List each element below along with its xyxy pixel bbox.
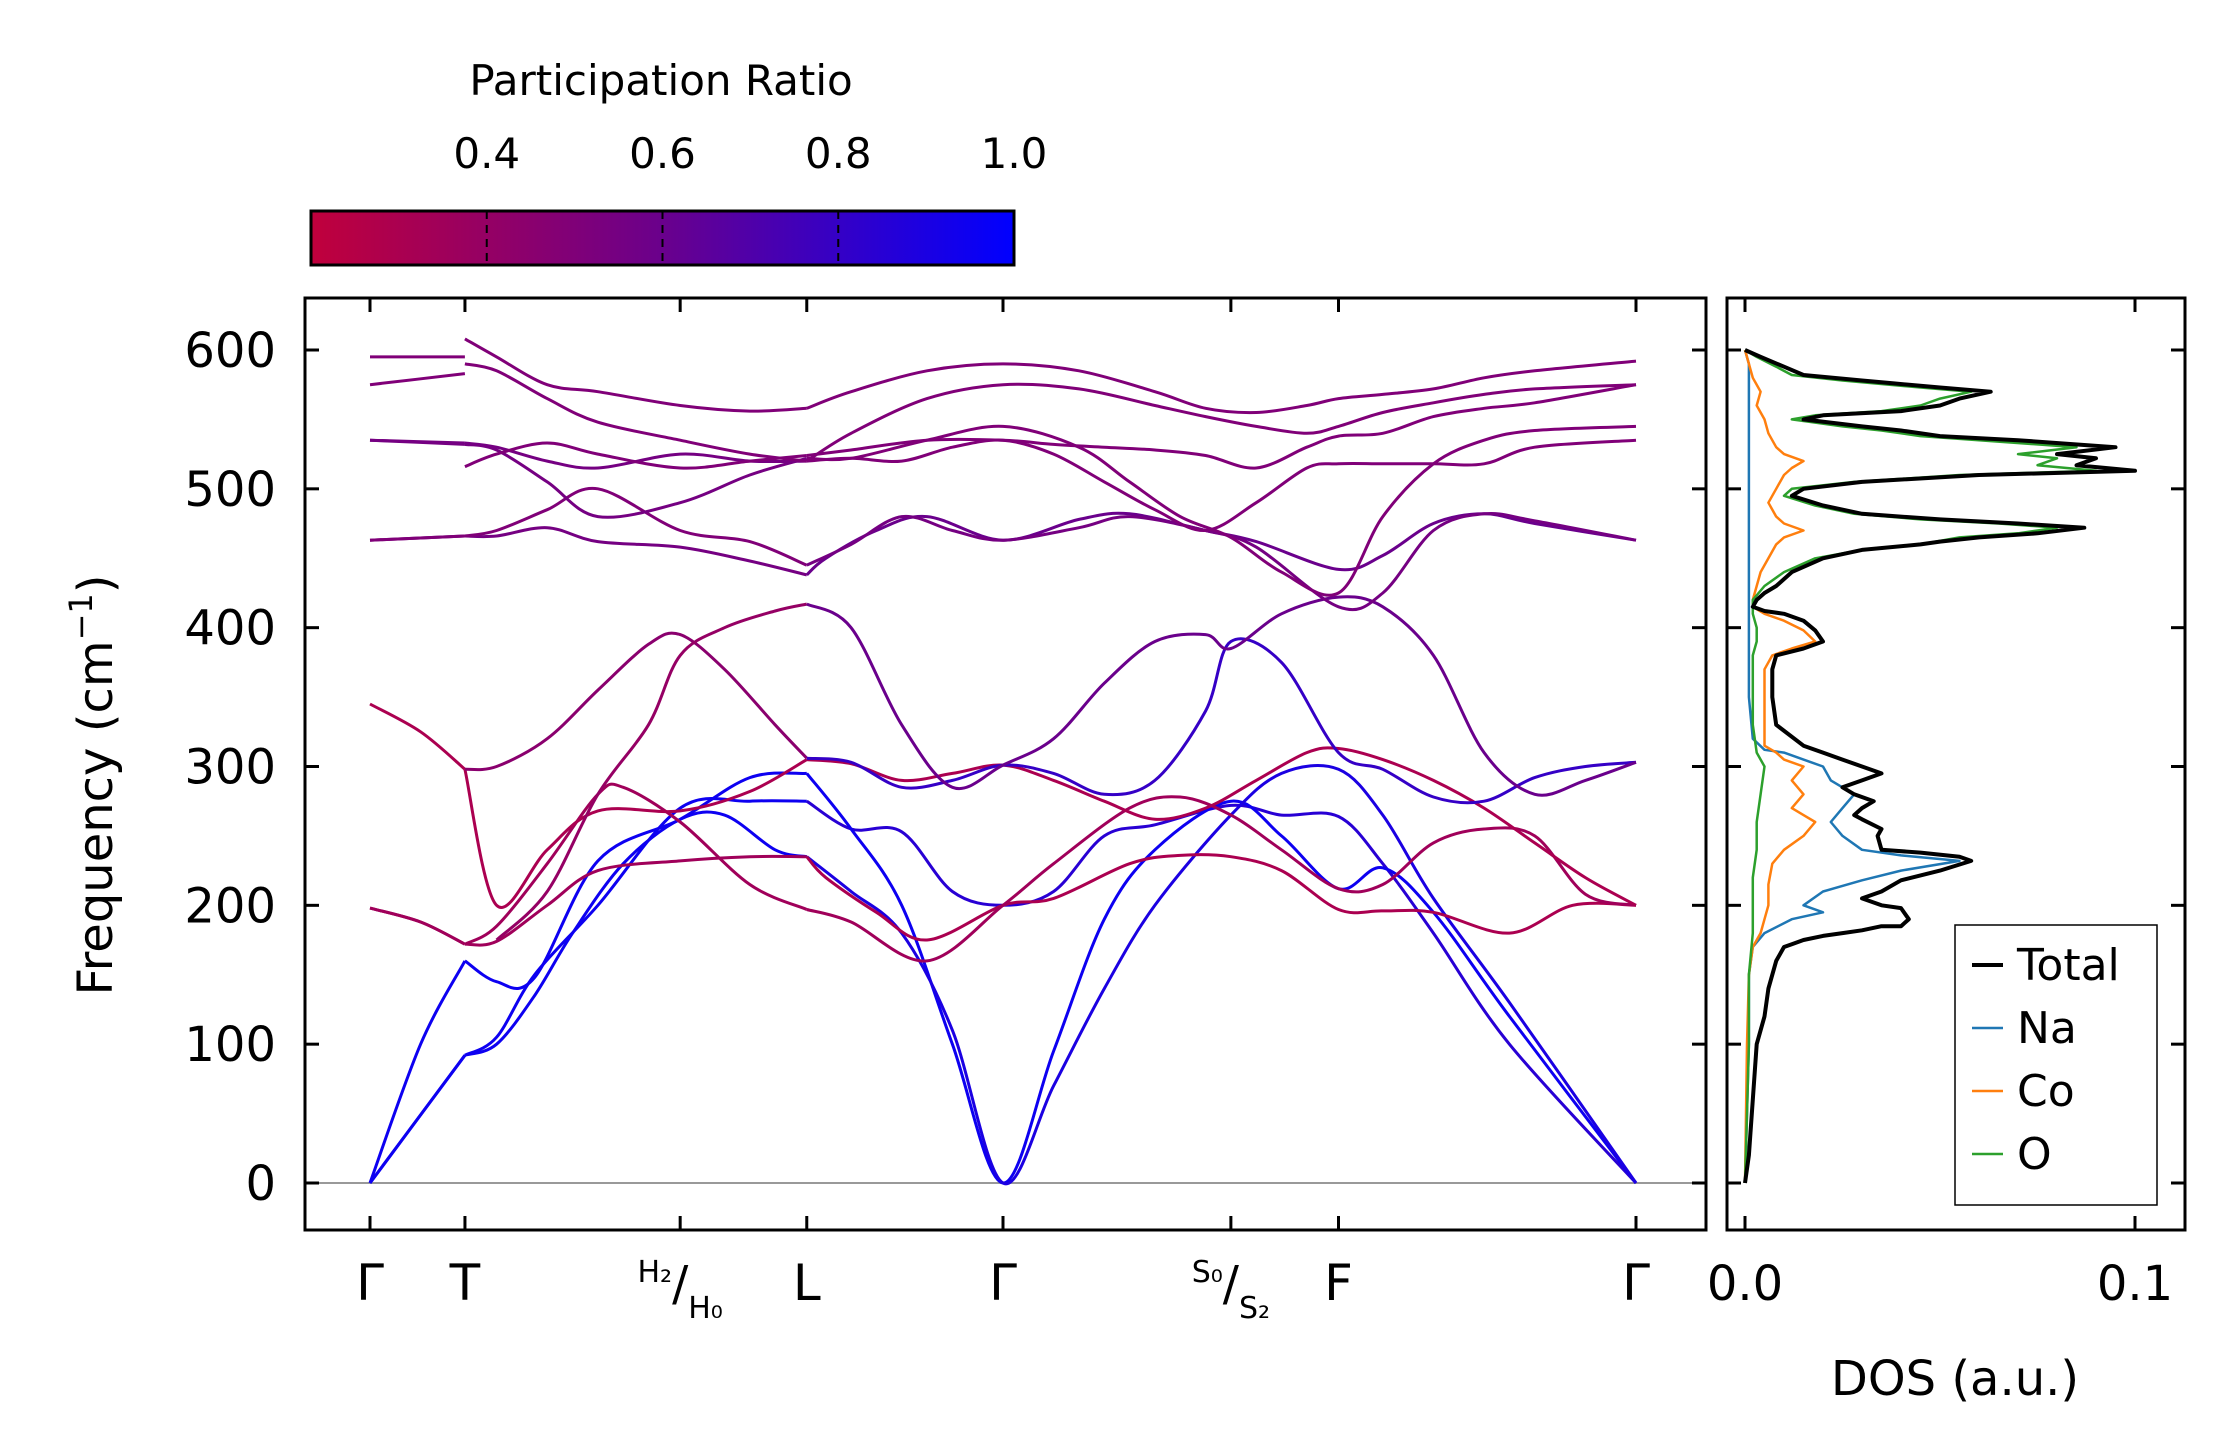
band-acoustic-2-seg2	[805, 772, 1638, 1185]
band-branch-4-seg1	[464, 854, 807, 947]
y-tick-label: 0	[245, 1156, 276, 1212]
band-branch-8-seg2	[806, 595, 1637, 797]
y-axis-label: Frequency (cm−1)	[62, 574, 124, 995]
y-tick-label: 300	[184, 740, 276, 796]
k-label-lower: S₂	[1239, 1291, 1270, 1326]
k-label-slash: /	[1223, 1256, 1240, 1312]
band-acoustic-3-seg1	[464, 810, 808, 1057]
band-branch-6-seg0	[369, 702, 466, 771]
band-optical-6-seg2	[806, 359, 1637, 415]
band-optical-3-seg1	[464, 442, 808, 519]
dos-panel: 0.0 0.1 DOS (a.u.) Total Na Co O	[1707, 296, 2187, 1407]
band-optical-2-seg0	[369, 534, 465, 542]
band-branch-8-seg1	[495, 602, 808, 942]
y-axis-label-close: )	[68, 574, 124, 593]
legend-label-na: Na	[2017, 1003, 2077, 1054]
k-label-upper: H₂	[637, 1255, 672, 1290]
colorbar-tick-label: 1.0	[981, 129, 1048, 178]
band-y-ticks: 0 100 200 300 400 500 600	[184, 323, 1706, 1212]
legend-label-o: O	[2017, 1129, 2052, 1180]
dos-line-total	[1743, 348, 2137, 1184]
band-optical-4-seg2	[806, 438, 1637, 533]
k-point-label: F	[1324, 1254, 1353, 1312]
band-optical-5-seg1	[464, 441, 807, 470]
band-acoustic-1-seg1	[464, 797, 807, 1057]
colorbar-tick-label: 0.6	[629, 129, 696, 178]
band-branch-5-seg1	[464, 782, 808, 946]
band-optical-3-seg2	[806, 424, 1637, 597]
band-optical-2-seg1	[464, 486, 808, 567]
band-branch-6-seg1	[463, 758, 808, 909]
k-point-label: Γ	[1622, 1254, 1650, 1312]
dos-lines	[1743, 348, 2137, 1184]
band-branch-7-seg2	[806, 637, 1637, 805]
dos-x-ticks: 0.0 0.1	[1707, 298, 2173, 1312]
k-label-lower: H₀	[688, 1291, 723, 1326]
colorbar-title: Participation Ratio	[469, 56, 852, 105]
colorbar: Participation Ratio 0.4 0.6 0.8 1.0	[309, 56, 1047, 267]
band-optical-6-seg1	[464, 337, 807, 413]
legend-frame	[1954, 924, 2158, 1206]
k-label-upper: S₀	[1192, 1255, 1223, 1290]
band-axes-frame	[303, 296, 1708, 1232]
band-branch-6-seg2	[806, 746, 1637, 907]
dos-x-tick-label: 0.0	[1707, 1256, 1783, 1312]
band-acoustic-1-seg2	[805, 799, 1638, 1185]
x-axis-label: DOS (a.u.)	[1831, 1351, 2079, 1407]
y-tick-label: 400	[184, 601, 276, 657]
legend-label-co: Co	[2017, 1066, 2075, 1117]
k-point-label: H₂/H₀	[637, 1255, 722, 1326]
band-branch-5-seg0	[369, 906, 466, 946]
k-point-label: S₀/S₂	[1192, 1255, 1270, 1326]
band-acoustic-2-seg0	[368, 960, 467, 1184]
band-optical-4-seg0	[369, 438, 465, 445]
k-point-label: T	[449, 1254, 481, 1312]
band-branch-7-seg1	[464, 631, 808, 772]
band-optical-7-seg2	[805, 382, 1637, 463]
y-tick-label: 100	[184, 1017, 276, 1073]
band-acoustic-3-seg2	[805, 764, 1638, 1186]
k-point-label: L	[793, 1254, 821, 1312]
band-acoustic-2-seg1	[464, 771, 807, 990]
dos-y-ticks	[1727, 348, 2185, 1185]
band-optical-2-seg2	[806, 511, 1637, 612]
band-lines	[368, 337, 1638, 1186]
dos-line-na	[1743, 349, 1961, 1184]
y-tick-label: 200	[184, 878, 276, 934]
band-optical-9-seg0	[369, 372, 466, 387]
y-tick-label: 600	[184, 323, 276, 379]
band-optical-1-seg1	[464, 526, 808, 577]
y-tick-label: 500	[184, 462, 276, 518]
band-k-ticks: Γ T H₂/H₀ L Γ S₀/S₂ F Γ	[356, 298, 1650, 1326]
legend: Total Na Co O	[1954, 924, 2158, 1206]
y-axis-label-text: Frequency (cm	[68, 640, 124, 995]
k-point-label: Γ	[989, 1254, 1017, 1312]
dos-axes-frame	[1725, 296, 2187, 1232]
k-point-label: Γ	[356, 1254, 384, 1312]
dos-line-co	[1743, 349, 1817, 1184]
legend-label-total: Total	[2016, 940, 2120, 991]
band-optical-7-seg1	[464, 362, 807, 463]
colorbar-tick-label: 0.4	[453, 129, 520, 178]
colorbar-tick-label: 0.8	[805, 129, 872, 178]
y-axis-label-sup: −1	[62, 593, 100, 640]
band-branch-4-seg0	[369, 906, 466, 946]
band-branch-5-seg2	[806, 795, 1637, 963]
dos-x-tick-label: 0.1	[2097, 1256, 2173, 1312]
band-acoustic-3-seg0	[368, 1054, 467, 1184]
band-branch-4-seg2	[805, 853, 1637, 942]
band-optical-5-seg2	[806, 383, 1637, 470]
colorbar-ticks: 0.4 0.6 0.8 1.0	[453, 129, 1047, 265]
k-label-slash: /	[672, 1256, 689, 1312]
